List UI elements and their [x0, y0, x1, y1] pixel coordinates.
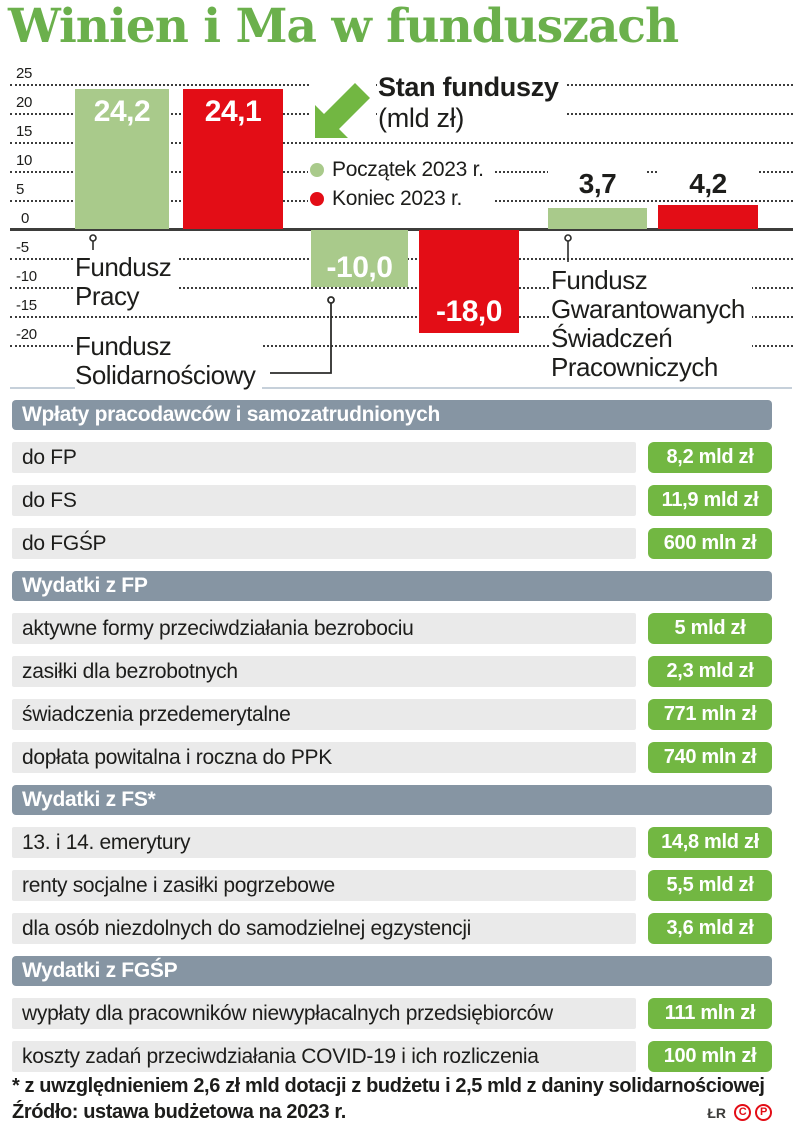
value-badge: 100 mln zł	[648, 1041, 772, 1072]
bar-fundusz-solidarnosciowy-start: -10,0	[311, 230, 408, 287]
row-label: renty socjalne i zasiłki pogrzebowe	[12, 870, 636, 901]
table-row: 13. i 14. emerytury 14,8 mld zł	[12, 827, 772, 858]
y-tick-label: -15	[16, 297, 56, 315]
legend-label: Początek 2023 r.	[332, 157, 484, 181]
legend-swatch-green-icon	[310, 162, 324, 177]
phonogram-icon: P	[755, 1104, 772, 1121]
table-row: do FS 11,9 mld zł	[12, 485, 772, 516]
chart-heading: Stan funduszy (mld zł)	[378, 72, 567, 136]
bar-fgsp-end	[658, 205, 758, 229]
table-row: wypłaty dla pracowników niewypłacalnych …	[12, 998, 772, 1029]
y-tick-label: -20	[16, 326, 56, 344]
down-left-arrow-icon	[310, 76, 376, 142]
table-row: renty socjalne i zasiłki pogrzebowe 5,5 …	[12, 870, 772, 901]
zero-axis-line	[10, 228, 793, 231]
value-badge: 111 mln zł	[648, 998, 772, 1029]
category-label-fundusz-solidarnosciowy: Fundusz Solidarnościowy	[75, 331, 263, 391]
bar-fundusz-pracy-start: 24,2	[75, 89, 169, 229]
value-badge: 5 mld zł	[648, 613, 772, 644]
row-label: do FGŚP	[12, 528, 636, 559]
row-label: 13. i 14. emerytury	[12, 827, 636, 858]
row-label: do FS	[12, 485, 636, 516]
bar-value-label: 3,7	[548, 168, 647, 200]
bar-value-label: 24,2	[93, 95, 151, 128]
bar-fundusz-pracy-end: 24,1	[183, 89, 283, 229]
value-badge: 8,2 mld zł	[648, 442, 772, 473]
bar-fgsp-start	[548, 208, 647, 229]
section-header-wplaty: Wpłaty pracodawców i samozatrudnionych	[12, 400, 772, 430]
gridline-n15	[10, 316, 793, 318]
fund-balance-chart: 25 20 15 10 5 0 -5 -10 -15 -20 24,2 24,1…	[0, 60, 800, 400]
value-badge: 14,8 mld zł	[648, 827, 772, 858]
legend-item-start: Początek 2023 r.	[310, 155, 484, 184]
value-badge: 2,3 mld zł	[648, 656, 772, 687]
author-initials: ŁR	[707, 1104, 726, 1121]
table-row: aktywne formy przeciwdziałania bezroboci…	[12, 613, 772, 644]
chart-title: Stan funduszy	[378, 72, 559, 102]
row-label: dla osób niezdolnych do samodzielnej egz…	[12, 913, 636, 944]
bar-value-label: -10,0	[326, 251, 393, 284]
bar-fundusz-solidarnosciowy-end: -18,0	[419, 230, 519, 333]
gridline-n10	[10, 287, 793, 289]
section-header-wydatki-fp: Wydatki z FP	[12, 571, 772, 601]
page-title: Winien i Ma w funduszach	[8, 0, 679, 54]
row-label: świadczenia przedemerytalne	[12, 699, 636, 730]
pin-marker-icon	[89, 234, 97, 250]
footnote: * z uwzględnieniem 2,6 zł mld dotacji z …	[12, 1075, 765, 1097]
table-row: świadczenia przedemerytalne 771 mln zł	[12, 699, 772, 730]
legend-item-end: Koniec 2023 r.	[310, 184, 484, 213]
gridline-15	[10, 142, 793, 144]
section-header-wydatki-fs: Wydatki z FS*	[12, 785, 772, 815]
chart-legend: Początek 2023 r. Koniec 2023 r.	[308, 155, 494, 213]
row-label: wypłaty dla pracowników niewypłacalnych …	[12, 998, 636, 1029]
source-text: Źródło: ustawa budżetowa na 2023 r.	[12, 1101, 346, 1123]
table-row: do FP 8,2 mld zł	[12, 442, 772, 473]
table-row: dopłata powitalna i roczna do PPK 740 ml…	[12, 742, 772, 773]
value-badge: 5,5 mld zł	[648, 870, 772, 901]
credits: ŁR C P	[707, 1104, 772, 1121]
y-tick-label: -5	[16, 239, 56, 257]
y-tick-label: 25	[16, 65, 56, 83]
row-label: do FP	[12, 442, 636, 473]
bar-value-label: 4,2	[658, 168, 758, 200]
legend-swatch-red-icon	[310, 191, 324, 206]
value-badge: 771 mln zł	[648, 699, 772, 730]
y-tick-label: 20	[16, 94, 56, 112]
copyright-icon: C	[734, 1104, 751, 1121]
value-badge: 11,9 mld zł	[648, 485, 772, 516]
table-row: zasiłki dla bezrobotnych 2,3 mld zł	[12, 656, 772, 687]
row-label: koszty zadań przeciwdziałania COVID-19 i…	[12, 1041, 636, 1072]
table-row: dla osób niezdolnych do samodzielnej egz…	[12, 913, 772, 944]
value-badge: 3,6 mld zł	[648, 913, 772, 944]
category-label-fgsp: Fundusz Gwarantowanych Świadczeń Pracown…	[551, 265, 752, 383]
fund-table: Wpłaty pracodawców i samozatrudnionych d…	[12, 400, 772, 1082]
value-badge: 600 mln zł	[648, 528, 772, 559]
y-tick-label: 15	[16, 123, 56, 141]
table-row: do FGŚP 600 mln zł	[12, 528, 772, 559]
value-badge: 740 mln zł	[648, 742, 772, 773]
section-header-wydatki-fgsp: Wydatki z FGŚP	[12, 956, 772, 986]
callout-line	[270, 296, 335, 374]
legend-label: Koniec 2023 r.	[332, 186, 463, 210]
row-label: zasiłki dla bezrobotnych	[12, 656, 636, 687]
gridline-n20	[10, 345, 793, 347]
source-row: Źródło: ustawa budżetowa na 2023 r. ŁR C…	[12, 1101, 772, 1124]
y-tick-label: -10	[16, 268, 56, 286]
row-label: aktywne formy przeciwdziałania bezroboci…	[12, 613, 636, 644]
bar-value-label: 24,1	[204, 95, 262, 128]
chart-table-divider	[10, 387, 792, 389]
category-label-fundusz-pracy: Fundusz Pracy	[75, 252, 179, 312]
y-tick-label: 5	[16, 181, 56, 199]
chart-unit-label: (mld zł)	[378, 103, 465, 133]
bar-value-label: -18,0	[436, 295, 502, 328]
table-row: koszty zadań przeciwdziałania COVID-19 i…	[12, 1041, 772, 1072]
row-label: dopłata powitalna i roczna do PPK	[12, 742, 636, 773]
y-tick-label: 0	[21, 210, 61, 228]
y-tick-label: 10	[16, 152, 56, 170]
